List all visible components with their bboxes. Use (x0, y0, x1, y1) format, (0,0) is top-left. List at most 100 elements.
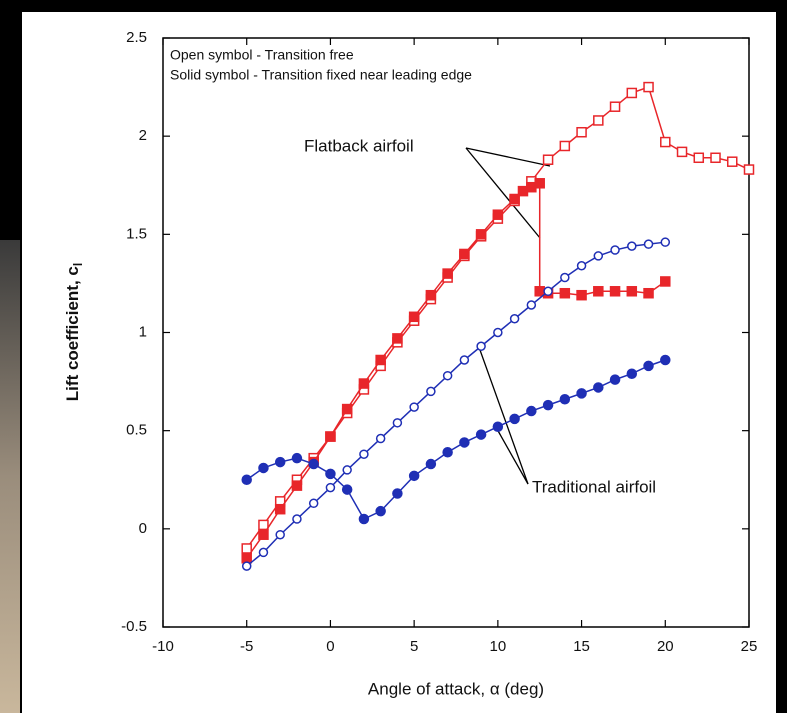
point (258, 519, 269, 531)
point (559, 140, 571, 152)
point (542, 399, 554, 411)
point (576, 260, 587, 271)
point (241, 543, 252, 554)
point (576, 289, 587, 301)
point (476, 341, 486, 351)
point (442, 447, 453, 458)
point (627, 241, 637, 251)
x-tick-label: 10 (490, 638, 507, 655)
y-tick-label: 2 (139, 127, 147, 144)
point (392, 488, 403, 499)
point (291, 452, 303, 464)
point (727, 156, 738, 167)
point (526, 405, 537, 417)
x-tick-label: 5 (410, 638, 418, 655)
point (358, 513, 370, 525)
x-tick-label: 20 (657, 638, 674, 655)
point (425, 289, 437, 301)
point (291, 480, 303, 491)
point (408, 470, 420, 482)
point (258, 462, 269, 474)
point (609, 101, 621, 112)
point (559, 287, 571, 299)
point (325, 431, 336, 442)
point (442, 268, 453, 279)
annotation: Flatback airfoil (304, 136, 414, 155)
point (660, 276, 671, 287)
point (425, 458, 437, 470)
point (559, 394, 571, 405)
point (493, 327, 503, 338)
point (710, 152, 721, 164)
point (693, 152, 705, 164)
point (308, 498, 319, 509)
y-axis-title-main: Lift coefficient, c (63, 266, 82, 401)
point (660, 136, 671, 148)
photo-strip (0, 240, 20, 713)
point (442, 370, 453, 381)
point (743, 164, 755, 175)
point (660, 237, 671, 247)
x-tick-label: 15 (573, 638, 590, 655)
point (509, 193, 520, 205)
point (375, 505, 386, 517)
point (660, 354, 671, 366)
point (560, 272, 570, 283)
point (542, 154, 554, 165)
point (526, 300, 537, 310)
point (475, 229, 487, 240)
point (593, 115, 604, 126)
y-axis-title-group: Lift coefficient, cl (63, 263, 85, 401)
point (258, 529, 269, 540)
point (459, 355, 470, 365)
point (475, 429, 487, 440)
point (358, 378, 370, 389)
point (241, 474, 252, 485)
point (392, 418, 403, 428)
y-tick-label: 1 (139, 323, 147, 340)
point (576, 388, 587, 399)
point (241, 561, 252, 571)
point (643, 239, 654, 249)
point (593, 286, 604, 297)
point (534, 178, 545, 189)
point (292, 514, 302, 524)
point (543, 286, 553, 297)
point (626, 368, 638, 379)
x-axis-title: Angle of attack, α (deg) (368, 679, 544, 698)
point (359, 449, 369, 459)
point (392, 333, 403, 344)
point (408, 311, 420, 323)
annotation: Traditional airfoil (532, 477, 656, 496)
point (593, 382, 604, 393)
point (626, 87, 638, 99)
point (409, 402, 419, 412)
point (609, 374, 621, 385)
point (509, 413, 520, 425)
point (258, 547, 269, 558)
x-tick-label: 25 (741, 638, 758, 655)
annotation-arrows (465, 147, 551, 485)
y-tick-label: 1.5 (126, 225, 147, 242)
point (325, 482, 336, 493)
y-tick-label: 0.5 (126, 422, 147, 439)
y-tick-label: 2.5 (126, 29, 147, 46)
point (610, 245, 620, 255)
y-axis-title-sub: l (71, 263, 85, 266)
y-tick-label: -0.5 (121, 618, 147, 635)
point (492, 209, 504, 220)
y-tick-label: 0 (139, 520, 147, 537)
note: Solid symbol - Transition fixed near lea… (170, 67, 472, 83)
point (576, 126, 587, 138)
y-axis-title: Lift coefficient, cl (63, 263, 85, 401)
point (643, 287, 654, 299)
point (609, 286, 621, 297)
point (275, 529, 285, 540)
point (375, 433, 386, 444)
x-tick-label: -5 (240, 638, 253, 655)
point (375, 354, 386, 366)
point (643, 81, 654, 93)
point (459, 437, 470, 448)
